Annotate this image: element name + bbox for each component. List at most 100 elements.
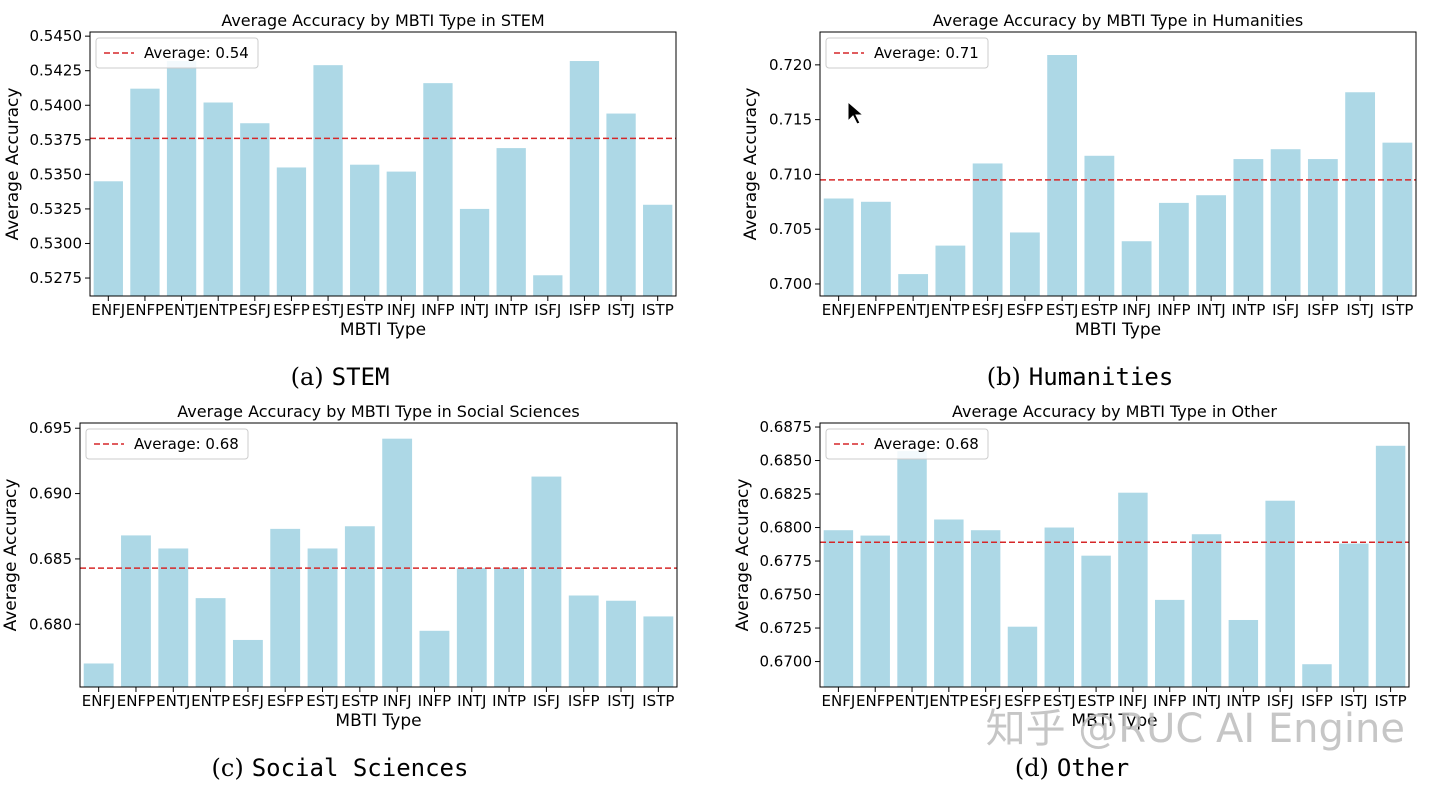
x-tick-label: ISTP	[1375, 692, 1407, 710]
x-tick-label: ISTP	[642, 301, 674, 319]
bar-enfp	[130, 88, 160, 296]
bar-estp	[1081, 555, 1111, 687]
bar-esfp	[1009, 232, 1040, 296]
y-axis-label: Average Accuracy	[1, 479, 21, 632]
y-axis-label: Average Accuracy	[733, 479, 753, 632]
bar-estj	[313, 65, 343, 296]
mouse-cursor-icon	[847, 100, 865, 125]
legend-box	[95, 37, 259, 69]
x-tick-label: INTP	[492, 692, 526, 710]
x-tick-label: ISTJ	[1346, 301, 1374, 319]
bar-isfp	[568, 595, 599, 687]
bar-isfj	[533, 275, 563, 296]
axes-frame	[79, 422, 678, 688]
axes-frame	[89, 31, 677, 297]
bar-infj	[1121, 241, 1152, 296]
chart-panel-3: 0.680 0.685 0.690 0.695 ENFJ ENFP ENTJ ENTP ESFJ…	[1, 402, 678, 731]
bar-entp	[934, 519, 964, 687]
x-tick-label: ISTJ	[607, 301, 635, 319]
y-tick-label: 0.5425	[30, 62, 83, 80]
bar-entp	[203, 102, 233, 297]
bar-infp	[1154, 599, 1185, 687]
x-tick-label: ESFP	[1004, 692, 1041, 710]
chart-title: Average Accuracy by MBTI Type in Other	[952, 402, 1277, 421]
caption: (a) STEM	[291, 363, 390, 391]
bar-infp	[419, 630, 450, 687]
y-tick-label: 0.6800	[760, 519, 813, 537]
bar-isfp	[1302, 664, 1332, 687]
x-tick-label: ISFP	[569, 301, 601, 319]
x-tick-label: ENTJ	[896, 301, 930, 319]
watermark: 知乎 @RUC AI Engine	[986, 706, 1405, 752]
y-tick-label: 0.5275	[30, 269, 83, 287]
caption-label: (d)	[1015, 754, 1049, 782]
legend: Average: 0.54	[95, 37, 259, 69]
y-tick-label: 0.6750	[760, 586, 813, 604]
bar-intp	[1228, 619, 1259, 687]
y-axis-label: Average Accuracy	[3, 88, 23, 241]
x-tick-label: INFJ	[387, 301, 416, 319]
bar-infj	[1118, 492, 1148, 687]
y-tick-label: 0.5375	[30, 131, 83, 149]
bar-esfj	[232, 639, 263, 687]
x-tick-label: INFJ	[383, 692, 412, 710]
y-tick-label: 0.5400	[30, 96, 83, 114]
bar-enfp	[121, 535, 151, 687]
bar-entj	[166, 61, 197, 296]
x-tick-label: ENTP	[191, 692, 230, 710]
x-tick-label: ESTP	[346, 301, 383, 319]
bar-entj	[158, 548, 189, 687]
bar-enfj	[83, 663, 114, 687]
chart-title: Average Accuracy by MBTI Type in STEM	[221, 11, 544, 30]
bar-istp	[1382, 142, 1413, 296]
x-tick-label: ISFP	[1301, 692, 1333, 710]
x-axis-label: MBTI Type	[1075, 320, 1161, 340]
bar-esfj	[972, 163, 1003, 296]
chart-panel-4: 0.6700 0.6725 0.6750 0.6775 0.6800 0.6825 0.68…	[733, 402, 1410, 731]
legend: Average: 0.71	[825, 37, 989, 69]
x-tick-label: ESFJ	[972, 301, 1004, 319]
bar-entp	[935, 245, 966, 296]
bar-esfj	[240, 123, 270, 296]
bar-estp	[344, 526, 375, 687]
x-tick-label: ENTJ	[164, 301, 198, 319]
bar-intj	[1191, 534, 1222, 687]
y-tick-label: 0.720	[769, 56, 812, 74]
x-tick-label: ISTP	[642, 692, 674, 710]
x-tick-label: ISFJ	[533, 692, 560, 710]
bar-estj	[307, 548, 338, 687]
chart-panel-1: 0.5275 0.5300 0.5325 0.5350 0.5375 0.5400 0.54…	[3, 11, 677, 340]
bar-enfp	[860, 535, 890, 687]
bar-isfp	[1307, 159, 1338, 296]
y-tick-label: 0.6875	[760, 418, 813, 436]
x-tick-label: ISFJ	[1267, 692, 1294, 710]
x-tick-label: INFJ	[1119, 692, 1148, 710]
bar-intj	[456, 568, 487, 687]
x-tick-label: ENTP	[929, 692, 968, 710]
x-tick-label: INFP	[418, 692, 451, 710]
bar-estp	[350, 164, 380, 296]
y-tick-label: 0.705	[769, 220, 812, 238]
x-tick-label: ISTJ	[607, 692, 635, 710]
x-tick-label: ISFJ	[534, 301, 561, 319]
y-tick-label: 0.690	[29, 485, 72, 503]
x-tick-label: ESTJ	[1043, 692, 1076, 710]
x-tick-label: INFP	[1157, 301, 1190, 319]
y-tick-label: 0.5350	[30, 165, 83, 183]
bar-intp	[1233, 159, 1264, 296]
x-tick-label: ENFP	[126, 301, 164, 319]
bar-intp	[494, 568, 525, 687]
y-tick-label: 0.695	[29, 419, 72, 437]
x-axis-label: MBTI Type	[340, 320, 426, 340]
caption-label: (b)	[987, 363, 1021, 391]
x-tick-label: ENFP	[857, 301, 895, 319]
bar-istj	[606, 113, 636, 296]
caption: (d) Other	[1015, 754, 1129, 782]
bar-estp	[1084, 155, 1115, 296]
legend-box	[85, 428, 249, 460]
caption-name: Other	[1057, 754, 1129, 782]
x-tick-label: ESTJ	[306, 692, 339, 710]
legend-label: Average: 0.71	[874, 44, 979, 62]
x-tick-label: ENFP	[117, 692, 155, 710]
